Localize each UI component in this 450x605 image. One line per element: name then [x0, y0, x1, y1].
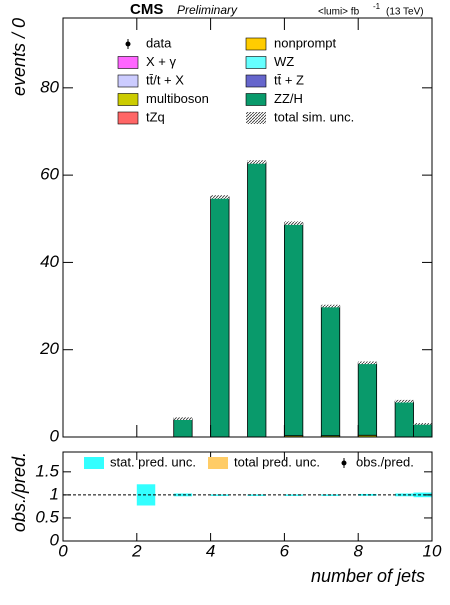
- legend-swatch: [84, 457, 104, 469]
- x-tick-label: 0: [58, 541, 68, 560]
- legend-label: tt̄/t + X: [146, 72, 184, 87]
- legend-marker: [125, 41, 131, 47]
- y-tick-label: 40: [40, 252, 59, 271]
- uncertainty-band: [395, 399, 414, 403]
- legend-label: tZq: [146, 109, 165, 124]
- bar-segment: [320, 305, 341, 437]
- ratio-y-tick-label: 1: [50, 484, 59, 503]
- legend-swatch: [117, 74, 139, 88]
- ratio-stat-band: [358, 493, 377, 496]
- ratio-y-tick-label: 1.5: [35, 461, 59, 480]
- x-tick-label: 10: [423, 541, 442, 560]
- legend-label: X + γ: [146, 54, 176, 69]
- uncertainty-band: [210, 195, 230, 199]
- legend-label: WZ: [274, 54, 294, 69]
- uncertainty-band: [413, 423, 432, 425]
- legend-label: nonprompt: [274, 35, 337, 50]
- y-tick-label: 0: [50, 426, 60, 445]
- x-tick-label: 8: [353, 541, 363, 560]
- uncertainty-band: [247, 160, 266, 164]
- legend-label: multiboson: [146, 91, 209, 106]
- y-axis-label: events / 0: [9, 18, 29, 96]
- x-tick-label: 4: [206, 541, 215, 560]
- legend-swatch: [208, 457, 228, 469]
- legend-marker: [341, 460, 347, 466]
- legend-swatch: [117, 93, 139, 106]
- legend-label: stat. pred. unc.: [110, 454, 196, 469]
- legend-label: data: [146, 35, 172, 50]
- uncertainty-band: [358, 361, 377, 365]
- ratio-stat-band: [173, 493, 193, 497]
- y-tick-label: 60: [40, 165, 59, 184]
- bar-segment: [173, 418, 193, 438]
- ratio-stat-band: [247, 494, 266, 496]
- x-tick-label: 2: [131, 541, 142, 560]
- legend-label: tt̄ + Z: [274, 72, 304, 87]
- legend-label: total pred. unc.: [234, 454, 320, 469]
- bar-segment: [247, 161, 267, 438]
- legend-swatch: [245, 56, 267, 69]
- energy-label: (13 TeV): [386, 7, 424, 18]
- ratio-stat-band: [136, 484, 156, 506]
- bar-segment: [413, 423, 433, 438]
- uncertainty-band: [321, 304, 340, 308]
- legend-swatch: [246, 112, 266, 124]
- subtitle: Preliminary: [177, 3, 238, 17]
- lumi-label: <lumi> fb: [318, 7, 360, 18]
- legend-swatch: [245, 37, 267, 51]
- legend-swatch: [245, 74, 267, 88]
- legend-label: total sim. unc.: [274, 109, 354, 124]
- y-tick-label: 80: [40, 77, 59, 96]
- chart-title: CMS: [130, 1, 163, 18]
- lumi-exponent: -1: [373, 2, 381, 11]
- y-tick-label: 20: [39, 339, 59, 358]
- legend-swatch: [117, 56, 139, 69]
- x-tick-label: 6: [280, 541, 290, 560]
- bar-segment: [357, 362, 378, 436]
- ratio-frame: [62, 451, 433, 542]
- ratio-stat-band: [413, 492, 432, 498]
- ratio-y-axis-label: obs./pred.: [9, 452, 29, 532]
- bar-segment: [283, 222, 304, 437]
- plot-frame: [62, 17, 433, 438]
- legend-label: obs./pred.: [356, 454, 414, 469]
- ratio-y-tick-label: 0.5: [35, 507, 59, 526]
- bar-segment: [394, 400, 414, 438]
- bar-segment: [210, 196, 230, 438]
- uncertainty-band: [173, 417, 193, 420]
- x-axis-label: number of jets: [311, 566, 425, 586]
- uncertainty-band: [284, 221, 303, 225]
- ratio-y-tick-label: 0: [50, 530, 60, 549]
- legend-swatch: [245, 93, 267, 106]
- legend-swatch: [117, 111, 139, 125]
- legend-label: ZZ/H: [274, 91, 303, 106]
